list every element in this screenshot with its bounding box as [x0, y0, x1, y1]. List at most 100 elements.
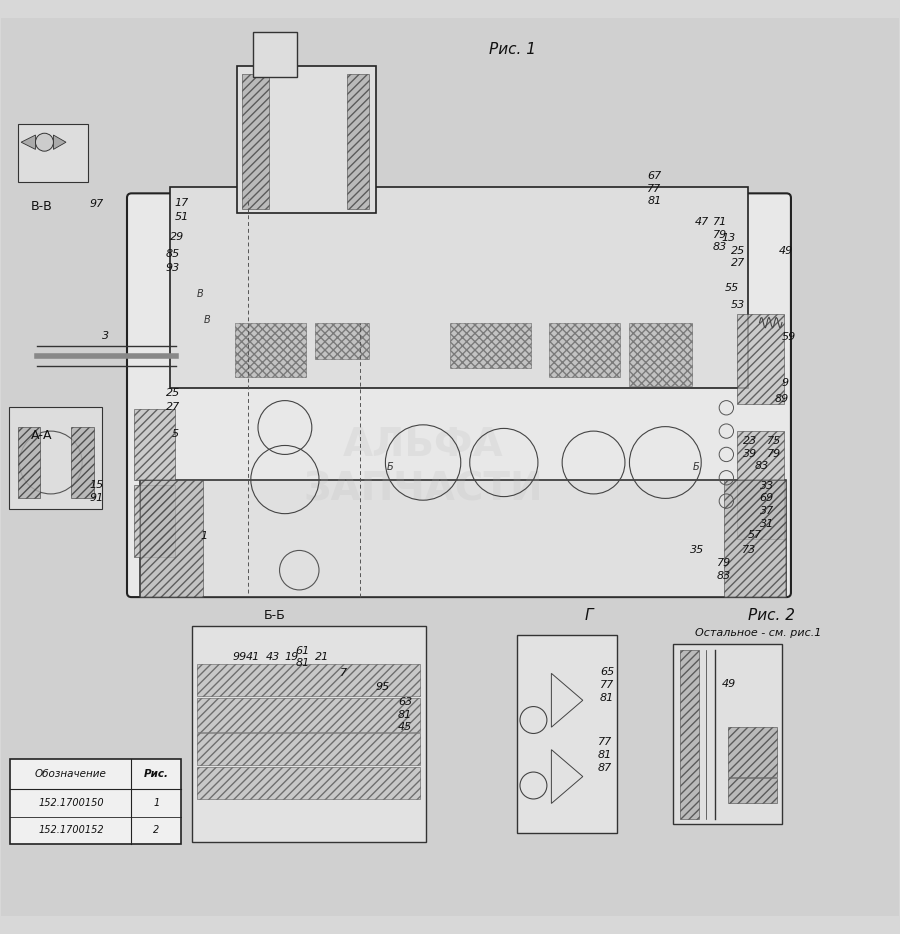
Text: 152.1700150: 152.1700150 [38, 798, 104, 808]
Text: 47: 47 [695, 217, 709, 227]
Text: 37: 37 [760, 506, 774, 516]
Text: 25: 25 [166, 389, 180, 399]
Bar [134, 485, 175, 557]
Text: 81: 81 [647, 196, 662, 206]
Text: 61: 61 [296, 646, 310, 656]
Text: Г: Г [585, 607, 593, 623]
Text: 35: 35 [690, 545, 705, 556]
Text: Б: Б [693, 461, 699, 472]
Bar [253, 32, 298, 77]
Text: 89: 89 [775, 394, 789, 403]
Text: 25: 25 [731, 246, 745, 256]
FancyBboxPatch shape [9, 407, 102, 509]
Text: 93: 93 [166, 262, 180, 273]
Text: 13: 13 [722, 234, 736, 243]
FancyBboxPatch shape [17, 124, 88, 182]
Text: 45: 45 [398, 722, 412, 732]
Polygon shape [21, 135, 35, 149]
Text: 85: 85 [166, 249, 180, 260]
Bar [737, 315, 784, 404]
Text: 77: 77 [598, 738, 612, 747]
Text: 59: 59 [782, 332, 796, 342]
Text: Остальное - см. рис.1: Остальное - см. рис.1 [695, 628, 821, 638]
Text: 15: 15 [89, 480, 104, 490]
Text: 31: 31 [760, 518, 774, 529]
Bar [235, 323, 306, 377]
Text: 65: 65 [599, 668, 614, 677]
FancyBboxPatch shape [127, 193, 791, 597]
Text: 69: 69 [760, 493, 774, 503]
Text: 83: 83 [713, 242, 727, 252]
Text: 81: 81 [599, 693, 614, 702]
Text: 21: 21 [315, 652, 329, 662]
Text: 1: 1 [153, 798, 159, 808]
Text: 91: 91 [89, 492, 104, 502]
Bar [134, 409, 175, 480]
Bar [17, 427, 40, 499]
Text: 83: 83 [755, 461, 770, 471]
Bar [197, 767, 420, 799]
Text: 87: 87 [598, 762, 612, 772]
Text: В-В: В-В [31, 200, 52, 213]
Circle shape [35, 134, 53, 151]
Text: 49: 49 [722, 679, 736, 689]
Bar [728, 728, 777, 776]
Bar [346, 74, 369, 208]
Text: 53: 53 [731, 300, 745, 309]
Text: 49: 49 [779, 246, 794, 256]
FancyBboxPatch shape [192, 626, 426, 842]
Text: 29: 29 [170, 233, 184, 242]
Text: 51: 51 [175, 212, 189, 221]
Bar [197, 733, 420, 765]
Text: 41: 41 [246, 652, 260, 662]
Text: 71: 71 [713, 217, 727, 227]
Text: Рис. 1: Рис. 1 [490, 42, 536, 57]
Bar [140, 480, 203, 597]
Bar [11, 758, 181, 843]
Bar [197, 698, 420, 731]
Bar [549, 323, 620, 377]
Text: В: В [197, 290, 203, 300]
Bar [242, 74, 269, 208]
FancyBboxPatch shape [673, 644, 782, 824]
Text: 79: 79 [713, 230, 727, 240]
Text: 81: 81 [398, 710, 412, 719]
Text: 39: 39 [743, 448, 758, 459]
Text: 33: 33 [760, 481, 774, 491]
Bar [315, 323, 369, 360]
Text: Б-Б: Б-Б [265, 609, 286, 621]
Text: 95: 95 [375, 682, 390, 692]
FancyBboxPatch shape [170, 187, 748, 388]
Text: 23: 23 [743, 436, 758, 446]
Bar [728, 778, 777, 803]
Text: Рис.: Рис. [144, 769, 168, 779]
Bar [737, 432, 784, 539]
Text: 79: 79 [767, 448, 781, 459]
Text: 27: 27 [731, 259, 745, 268]
Text: 19: 19 [284, 652, 298, 662]
Bar [140, 480, 787, 597]
Bar [450, 323, 531, 368]
Text: 152.1700152: 152.1700152 [38, 826, 104, 835]
Text: 7: 7 [339, 669, 346, 678]
Text: Обозначение: Обозначение [35, 769, 107, 779]
Text: 67: 67 [647, 171, 662, 181]
Text: 43: 43 [266, 652, 280, 662]
Text: 81: 81 [296, 658, 310, 669]
Text: 75: 75 [767, 436, 781, 446]
Bar [197, 664, 420, 696]
FancyBboxPatch shape [518, 635, 617, 833]
Text: 2: 2 [153, 826, 159, 835]
Text: 77: 77 [647, 184, 662, 194]
Bar [71, 427, 94, 499]
Text: Рис. 2: Рис. 2 [748, 607, 795, 623]
Text: 81: 81 [598, 750, 612, 760]
Text: В: В [203, 316, 210, 325]
Text: 55: 55 [724, 283, 739, 292]
Text: АЛЬФА
ЗАПЧАСТИ: АЛЬФА ЗАПЧАСТИ [303, 426, 543, 508]
Text: 79: 79 [716, 558, 731, 568]
Text: 57: 57 [748, 531, 762, 540]
Text: 97: 97 [89, 199, 104, 209]
Text: 83: 83 [716, 571, 731, 581]
Text: Б: Б [387, 461, 394, 472]
